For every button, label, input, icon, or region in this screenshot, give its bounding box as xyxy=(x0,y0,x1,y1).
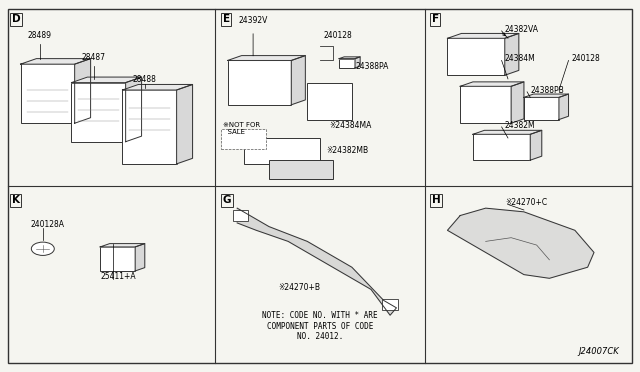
Text: 240128: 240128 xyxy=(323,31,352,40)
Polygon shape xyxy=(72,77,141,83)
Polygon shape xyxy=(460,82,524,86)
Text: 28489: 28489 xyxy=(28,31,52,40)
Polygon shape xyxy=(135,244,145,271)
Text: K: K xyxy=(12,195,20,205)
Bar xyxy=(233,210,248,221)
Text: H: H xyxy=(431,195,440,205)
Polygon shape xyxy=(473,130,541,134)
Bar xyxy=(244,138,320,164)
Text: 28488: 28488 xyxy=(133,76,157,84)
Bar xyxy=(269,160,333,179)
Polygon shape xyxy=(524,94,568,97)
Text: D: D xyxy=(12,14,20,24)
Polygon shape xyxy=(75,59,91,123)
Text: 28487: 28487 xyxy=(82,53,106,62)
Polygon shape xyxy=(447,33,519,38)
Text: NOTE: CODE NO. WITH * ARE
COMPONENT PARTS OF CODE
NO. 24012.: NOTE: CODE NO. WITH * ARE COMPONENT PART… xyxy=(262,311,378,341)
Text: ※24270+C: ※24270+C xyxy=(505,198,547,207)
Polygon shape xyxy=(505,33,519,75)
Text: ※24270+B: ※24270+B xyxy=(278,283,321,292)
FancyBboxPatch shape xyxy=(473,134,531,160)
Polygon shape xyxy=(447,208,594,278)
Polygon shape xyxy=(125,77,141,142)
Text: 25411+A: 25411+A xyxy=(100,272,136,281)
FancyBboxPatch shape xyxy=(100,247,135,271)
Bar xyxy=(383,299,397,310)
Polygon shape xyxy=(511,82,524,123)
FancyBboxPatch shape xyxy=(447,38,505,75)
Text: ※24382MB: ※24382MB xyxy=(326,147,369,155)
Circle shape xyxy=(31,242,54,256)
Polygon shape xyxy=(228,55,305,61)
Polygon shape xyxy=(122,84,193,90)
Text: ※NOT FOR
  SALE: ※NOT FOR SALE xyxy=(223,122,260,135)
FancyBboxPatch shape xyxy=(122,90,177,164)
Text: 24382VA: 24382VA xyxy=(505,25,539,33)
Polygon shape xyxy=(355,57,360,68)
Polygon shape xyxy=(531,130,541,160)
Polygon shape xyxy=(237,208,396,315)
Polygon shape xyxy=(291,55,305,105)
FancyBboxPatch shape xyxy=(524,97,559,119)
Polygon shape xyxy=(559,94,568,119)
Polygon shape xyxy=(100,244,145,247)
Polygon shape xyxy=(177,84,193,164)
FancyBboxPatch shape xyxy=(72,83,125,142)
Text: 24384M: 24384M xyxy=(505,54,536,63)
FancyBboxPatch shape xyxy=(460,86,511,123)
Polygon shape xyxy=(20,59,91,64)
Text: J24007CK: J24007CK xyxy=(579,347,620,356)
Text: 24388PA: 24388PA xyxy=(355,61,388,71)
Text: 24392V: 24392V xyxy=(239,16,268,25)
Text: 24388PB: 24388PB xyxy=(531,86,564,94)
Text: 240128: 240128 xyxy=(572,54,600,63)
Text: E: E xyxy=(223,14,230,24)
Bar xyxy=(221,129,266,149)
Text: ※24384MA: ※24384MA xyxy=(330,121,372,129)
FancyBboxPatch shape xyxy=(20,64,75,123)
Bar xyxy=(307,83,352,119)
FancyBboxPatch shape xyxy=(339,59,355,68)
Text: 240128A: 240128A xyxy=(30,220,64,229)
Text: F: F xyxy=(431,14,438,24)
Text: G: G xyxy=(223,195,231,205)
FancyBboxPatch shape xyxy=(228,61,291,105)
Text: 24382M: 24382M xyxy=(505,121,536,129)
Polygon shape xyxy=(339,57,360,59)
